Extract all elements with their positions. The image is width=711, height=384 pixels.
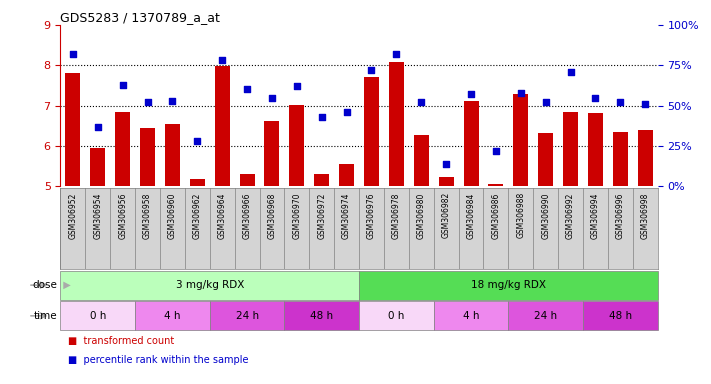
Point	[241, 86, 253, 93]
Text: 0 h: 0 h	[90, 311, 106, 321]
Point	[365, 67, 377, 73]
Text: GSM306964: GSM306964	[218, 192, 227, 239]
Point	[565, 69, 576, 75]
Text: 48 h: 48 h	[310, 311, 333, 321]
Bar	[513, 94, 528, 186]
Text: GSM306956: GSM306956	[118, 192, 127, 239]
Point	[490, 148, 501, 154]
Bar	[60, 301, 135, 330]
Text: GSM306988: GSM306988	[516, 192, 525, 238]
Text: GSM306966: GSM306966	[242, 192, 252, 239]
Text: GSM306982: GSM306982	[442, 192, 451, 238]
Bar	[339, 164, 354, 186]
Text: 24 h: 24 h	[534, 311, 557, 321]
Point	[141, 99, 154, 106]
Text: GSM306994: GSM306994	[591, 192, 600, 239]
Bar	[588, 113, 603, 186]
Point	[540, 99, 551, 106]
Point	[515, 89, 526, 96]
Text: GSM306992: GSM306992	[566, 192, 575, 238]
Text: GSM306978: GSM306978	[392, 192, 401, 238]
Bar	[359, 301, 434, 330]
Bar	[359, 271, 658, 300]
Bar	[240, 174, 255, 186]
Point	[440, 161, 452, 167]
Bar	[389, 62, 404, 186]
Bar	[115, 112, 130, 186]
Text: 48 h: 48 h	[609, 311, 632, 321]
Point	[67, 51, 78, 57]
Text: 18 mg/kg RDX: 18 mg/kg RDX	[471, 280, 546, 290]
Text: GSM306968: GSM306968	[267, 192, 277, 238]
Bar	[508, 301, 583, 330]
Text: time: time	[33, 311, 57, 321]
Bar	[538, 132, 553, 186]
Bar	[60, 271, 359, 300]
Point	[216, 57, 228, 63]
Text: GSM306980: GSM306980	[417, 192, 426, 238]
Text: GSM306972: GSM306972	[317, 192, 326, 238]
Point	[415, 99, 427, 106]
Text: GSM306984: GSM306984	[466, 192, 476, 238]
Text: 3 mg/kg RDX: 3 mg/kg RDX	[176, 280, 244, 290]
Bar	[488, 184, 503, 186]
Text: GSM306970: GSM306970	[292, 192, 301, 239]
Text: GSM306958: GSM306958	[143, 192, 152, 238]
Text: ▶: ▶	[57, 280, 70, 290]
Bar	[464, 101, 479, 186]
Text: GSM306962: GSM306962	[193, 192, 202, 238]
Bar	[613, 132, 628, 186]
Point	[166, 98, 178, 104]
Bar	[190, 179, 205, 186]
Bar	[583, 301, 658, 330]
Bar	[65, 73, 80, 186]
Point	[589, 94, 601, 101]
Bar	[364, 76, 379, 186]
Bar	[264, 121, 279, 186]
Point	[292, 83, 303, 89]
Text: ■  transformed count: ■ transformed count	[68, 336, 173, 346]
Text: 24 h: 24 h	[235, 311, 259, 321]
Text: dose: dose	[32, 280, 57, 290]
Text: 0 h: 0 h	[388, 311, 405, 321]
Text: GDS5283 / 1370789_a_at: GDS5283 / 1370789_a_at	[60, 12, 220, 25]
Text: 4 h: 4 h	[164, 311, 181, 321]
Bar	[638, 130, 653, 186]
Point	[341, 109, 352, 115]
Text: GSM306986: GSM306986	[491, 192, 501, 238]
Point	[191, 138, 203, 144]
Point	[266, 94, 277, 101]
Text: GSM306960: GSM306960	[168, 192, 177, 239]
Text: ■  percentile rank within the sample: ■ percentile rank within the sample	[68, 355, 248, 365]
Text: GSM306976: GSM306976	[367, 192, 376, 239]
Text: GSM306952: GSM306952	[68, 192, 77, 238]
Bar	[414, 135, 429, 186]
Point	[639, 101, 651, 107]
Bar	[434, 301, 508, 330]
Text: 4 h: 4 h	[463, 311, 479, 321]
Bar	[140, 128, 155, 186]
Point	[117, 81, 128, 88]
Bar	[135, 301, 210, 330]
Bar	[90, 148, 105, 186]
Text: GSM306996: GSM306996	[616, 192, 625, 239]
Bar	[314, 174, 329, 186]
Point	[614, 99, 626, 106]
Point	[465, 91, 476, 98]
Point	[316, 114, 327, 120]
Bar	[210, 301, 284, 330]
Bar	[289, 105, 304, 186]
Text: GSM306974: GSM306974	[342, 192, 351, 239]
Bar	[439, 177, 454, 186]
Bar	[563, 112, 578, 186]
Text: GSM306990: GSM306990	[541, 192, 550, 239]
Text: GSM306998: GSM306998	[641, 192, 650, 238]
Point	[391, 51, 402, 57]
Point	[92, 124, 104, 130]
Bar	[284, 301, 359, 330]
Bar	[165, 124, 180, 186]
Text: GSM306954: GSM306954	[93, 192, 102, 239]
Bar	[215, 66, 230, 186]
